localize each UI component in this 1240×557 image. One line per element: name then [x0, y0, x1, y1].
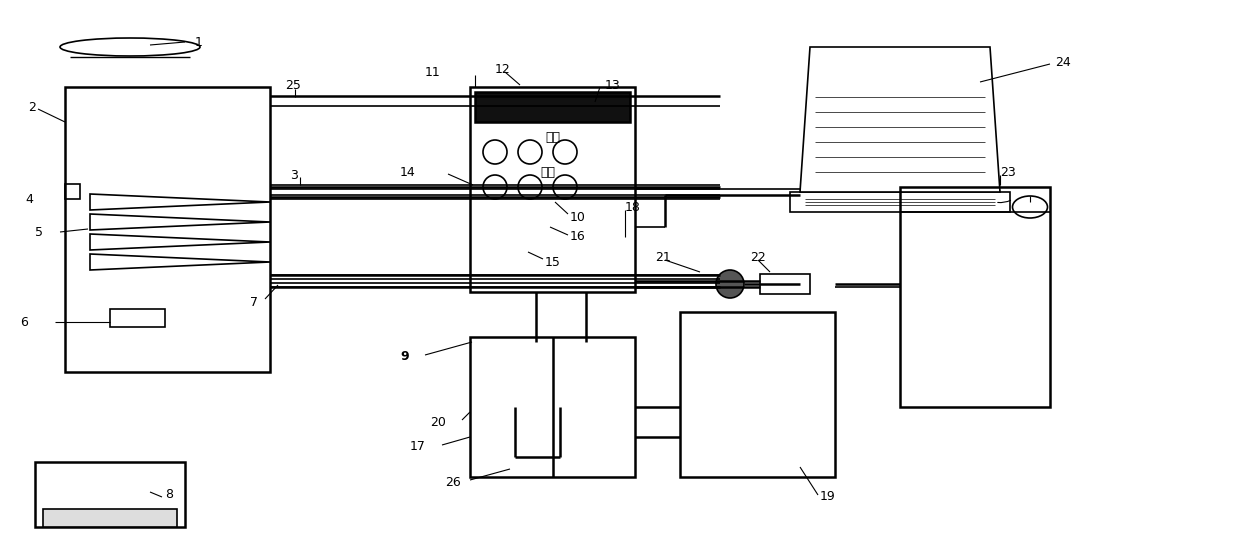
Bar	[64, 87, 270, 372]
Text: 18: 18	[625, 201, 641, 213]
Text: 当前: 当前	[539, 165, 556, 178]
Text: 11: 11	[425, 66, 440, 79]
Bar	[760, 274, 810, 294]
Polygon shape	[91, 254, 270, 270]
Ellipse shape	[60, 38, 200, 56]
Bar	[43, 509, 177, 527]
Bar	[64, 184, 81, 199]
Text: 5: 5	[35, 226, 43, 238]
Text: 7: 7	[250, 296, 258, 309]
Text: 1: 1	[195, 36, 203, 48]
Text: 12: 12	[495, 62, 511, 76]
Bar	[470, 87, 635, 292]
Text: 3: 3	[290, 169, 298, 182]
Text: 24: 24	[1055, 56, 1071, 69]
Polygon shape	[91, 234, 270, 250]
Polygon shape	[91, 194, 270, 210]
Bar	[900, 187, 1050, 407]
Text: 8: 8	[165, 488, 174, 501]
Ellipse shape	[1013, 196, 1048, 218]
Text: 16: 16	[570, 231, 585, 243]
Text: 25: 25	[285, 79, 301, 91]
Text: 13: 13	[605, 79, 621, 91]
Text: 23: 23	[999, 165, 1016, 178]
Text: 22: 22	[750, 251, 766, 263]
Bar	[680, 312, 835, 477]
Text: 20: 20	[430, 416, 446, 428]
Ellipse shape	[715, 270, 744, 298]
Bar	[110, 309, 165, 327]
Polygon shape	[91, 214, 270, 230]
Text: 17: 17	[410, 441, 425, 453]
Bar	[475, 92, 630, 122]
Bar	[470, 337, 635, 477]
Bar	[35, 462, 185, 527]
Text: 10: 10	[570, 211, 585, 223]
Text: 21: 21	[655, 251, 671, 263]
Text: 2: 2	[29, 100, 36, 114]
Text: 14: 14	[401, 165, 415, 178]
Text: 19: 19	[820, 491, 836, 504]
Text: 目标: 目标	[546, 130, 560, 144]
Text: 4: 4	[25, 193, 33, 206]
FancyBboxPatch shape	[790, 192, 1011, 212]
Polygon shape	[800, 47, 999, 192]
Text: 6: 6	[20, 315, 27, 329]
Text: 9: 9	[401, 350, 409, 364]
Text: 26: 26	[445, 476, 461, 488]
Text: 15: 15	[546, 256, 560, 268]
